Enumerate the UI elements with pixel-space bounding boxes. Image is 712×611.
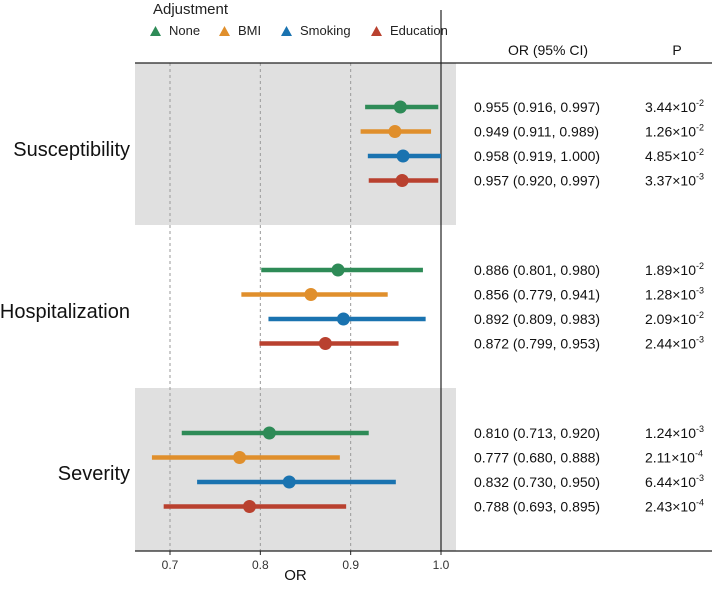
point-susceptibility-bmi: [388, 125, 402, 138]
point-susceptibility-none: [393, 100, 407, 114]
p-value-susceptibility-education: 3.37×10-3: [645, 172, 704, 189]
group-label-hospitalization: Hospitalization: [0, 301, 130, 323]
point-hospitalization-education: [318, 337, 332, 350]
p-value-severity-smoking: 6.44×10-3: [645, 473, 704, 490]
or-ci-susceptibility-smoking: 0.958 (0.919, 1.000): [474, 148, 600, 164]
group-band-2: [135, 388, 456, 551]
or-ci-severity-smoking: 0.832 (0.730, 0.950): [474, 474, 600, 490]
legend-marker-bmi: [219, 26, 230, 36]
point-hospitalization-bmi: [304, 288, 318, 301]
x-tick-label-3: 1.0: [433, 558, 450, 572]
p-value-susceptibility-smoking: 4.85×10-2: [645, 147, 704, 164]
x-axis-title: OR: [284, 567, 307, 584]
p-value-susceptibility-bmi: 1.26×10-2: [645, 123, 704, 140]
or-ci-hospitalization-smoking: 0.892 (0.809, 0.983): [474, 311, 600, 327]
point-hospitalization-none: [331, 263, 345, 277]
header-p: P: [672, 42, 681, 58]
p-value-hospitalization-bmi: 1.28×10-3: [645, 286, 704, 303]
or-ci-hospitalization-education: 0.872 (0.799, 0.953): [474, 336, 600, 352]
legend-label-smoking: Smoking: [300, 23, 351, 38]
point-severity-none: [262, 426, 276, 440]
p-value-hospitalization-education: 2.44×10-3: [645, 335, 704, 352]
x-tick-label-1: 0.8: [252, 558, 269, 572]
p-value-severity-none: 1.24×10-3: [645, 424, 704, 441]
or-ci-hospitalization-bmi: 0.856 (0.779, 0.941): [474, 287, 600, 303]
or-ci-hospitalization-none: 0.886 (0.801, 0.980): [474, 262, 600, 278]
legend-marker-education: [371, 26, 382, 36]
header-or-ci: OR (95% CI): [508, 42, 588, 58]
point-susceptibility-smoking: [396, 149, 410, 163]
group-label-susceptibility: Susceptibility: [13, 139, 130, 161]
or-ci-severity-none: 0.810 (0.713, 0.920): [474, 425, 600, 441]
point-severity-education: [242, 500, 256, 513]
point-susceptibility-education: [395, 174, 409, 187]
or-ci-susceptibility-none: 0.955 (0.916, 0.997): [474, 99, 600, 115]
or-ci-susceptibility-bmi: 0.949 (0.911, 0.989): [474, 124, 599, 140]
x-tick-label-2: 0.9: [342, 558, 359, 572]
or-ci-susceptibility-education: 0.957 (0.920, 0.997): [474, 173, 600, 189]
or-ci-severity-education: 0.788 (0.693, 0.895): [474, 499, 600, 515]
legend-marker-none: [150, 26, 161, 36]
point-severity-smoking: [282, 475, 296, 489]
legend-label-education: Education: [390, 23, 448, 38]
p-value-hospitalization-none: 1.89×10-2: [645, 261, 704, 278]
p-value-susceptibility-none: 3.44×10-2: [645, 98, 704, 115]
p-value-severity-bmi: 2.11×10-4: [645, 449, 703, 466]
or-ci-severity-bmi: 0.777 (0.680, 0.888): [474, 450, 600, 466]
p-value-severity-education: 2.43×10-4: [645, 498, 704, 515]
point-hospitalization-smoking: [336, 312, 350, 326]
x-tick-label-0: 0.7: [162, 558, 179, 572]
p-value-hospitalization-smoking: 2.09×10-2: [645, 310, 704, 327]
group-band-0: [135, 63, 456, 225]
legend-title: Adjustment: [153, 1, 229, 18]
legend-label-bmi: BMI: [238, 23, 261, 38]
point-severity-bmi: [233, 451, 247, 464]
legend-label-none: None: [169, 23, 200, 38]
group-label-severity: Severity: [58, 463, 130, 485]
legend-marker-smoking: [281, 26, 292, 36]
